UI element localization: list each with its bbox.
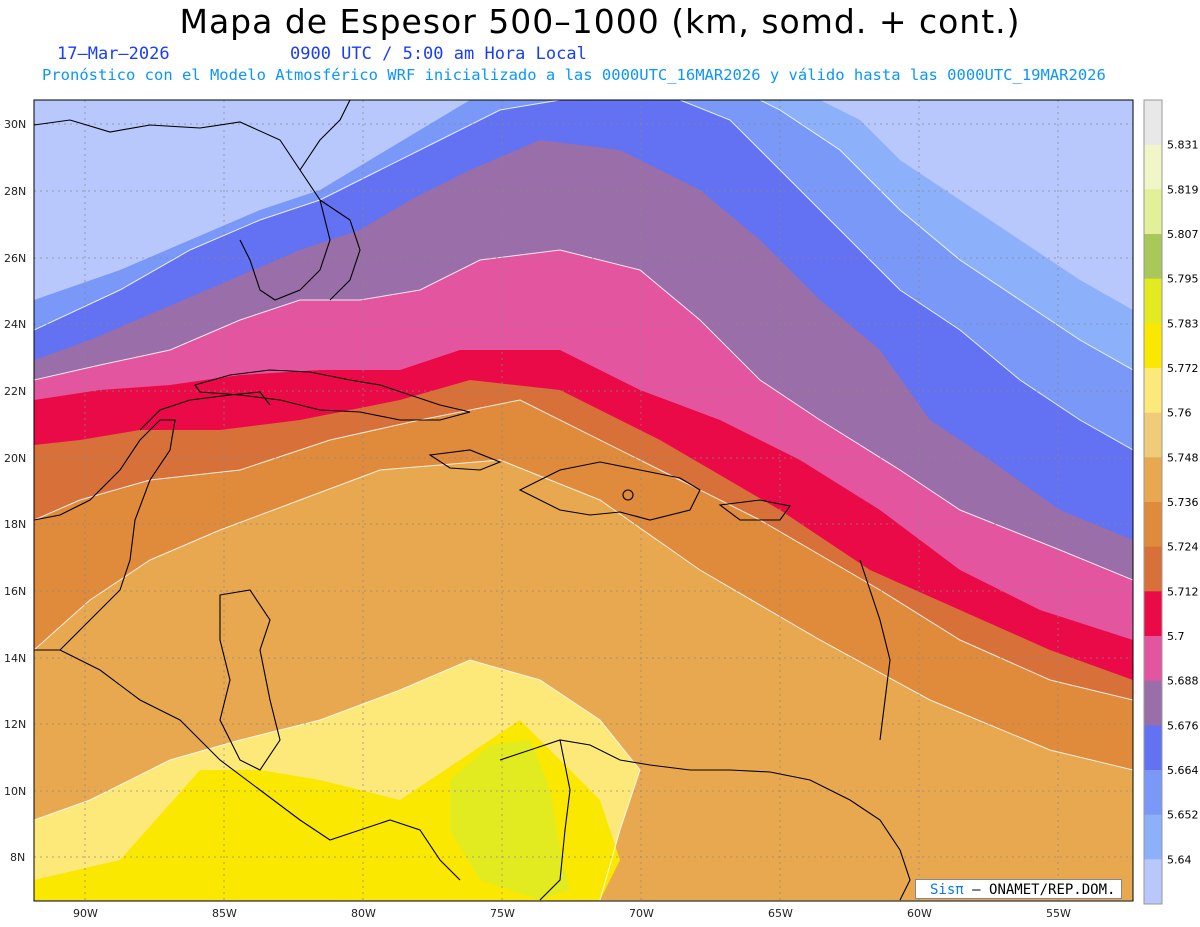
valid-date: 17–Mar–2026 [57, 44, 170, 64]
lon-label-55w: 55W [1046, 907, 1071, 920]
colorbar-swatch [1144, 636, 1162, 682]
colorbar-label: 5.688 [1167, 675, 1199, 688]
colorbar-swatch [1144, 770, 1162, 816]
lon-label-65w: 65W [768, 907, 793, 920]
colorbar-swatch [1144, 680, 1162, 726]
colorbar-swatch [1144, 457, 1162, 503]
lat-label-16n: 16N [4, 585, 26, 598]
lon-label-90w: 90W [73, 907, 98, 920]
colorbar-label: 5.795 [1167, 273, 1199, 286]
lat-label-14n: 14N [4, 652, 26, 665]
thickness-field [34, 100, 1133, 901]
colorbar-label: 5.664 [1167, 764, 1199, 777]
lat-label-30n: 30N [4, 118, 26, 131]
colorbar-swatch [1144, 546, 1162, 592]
colorbar-label: 5.807 [1167, 228, 1199, 241]
map-gridlines [34, 100, 1133, 900]
colorbar-swatch [1144, 323, 1162, 369]
colorbar: 5.831 5.819 5.807 5.795 5.783 5.772 5.76 5.748 5… [1143, 99, 1199, 905]
colorbar-swatch [1144, 189, 1162, 235]
lat-label-24n: 24N [4, 318, 26, 331]
colorbar-label: 5.748 [1167, 451, 1199, 464]
colorbar-label: 5.676 [1167, 719, 1199, 732]
colorbar-swatch [1144, 144, 1162, 190]
lat-label-22n: 22N [4, 385, 26, 398]
colorbar-swatch [1144, 859, 1162, 905]
colorbar-swatch [1144, 502, 1162, 548]
lat-label-18n: 18N [4, 518, 26, 531]
lat-label-28n: 28N [4, 185, 26, 198]
colorbar-label: 5.64 [1167, 853, 1192, 866]
lat-label-10n: 10N [4, 785, 26, 798]
coastlines [34, 100, 911, 901]
colorbar-label: 5.652 [1167, 809, 1199, 822]
colorbar-swatch [1144, 368, 1162, 414]
lon-label-70w: 70W [629, 907, 654, 920]
longitude-labels: 90W 85W 80W 75W 70W 65W 60W 55W [73, 907, 1071, 920]
colorbar-label: 5.736 [1167, 496, 1199, 509]
colorbar-swatch [1144, 234, 1162, 280]
colorbar-swatch [1144, 725, 1162, 771]
brand-logo: Sisπ [930, 882, 964, 898]
colorbar-label: 5.783 [1167, 317, 1199, 330]
colorbar-swatch [1144, 591, 1162, 637]
credit-box: Sisπ – ONAMET/REP.DOM. [915, 879, 1122, 899]
lat-label-20n: 20N [4, 452, 26, 465]
colorbar-label: 5.819 [1167, 183, 1199, 196]
colorbar-label: 5.76 [1167, 407, 1192, 420]
latitude-labels: 30N 28N 26N 24N 22N 20N 18N 16N 14N 12N … [4, 118, 26, 864]
lon-label-85w: 85W [212, 907, 237, 920]
map-title: Mapa de Espesor 500–1000 (km, somd. + co… [179, 2, 1021, 41]
colorbar-label: 5.712 [1167, 585, 1199, 598]
lon-label-60w: 60W [907, 907, 932, 920]
colorbar-swatch [1144, 278, 1162, 324]
lon-label-80w: 80W [351, 907, 376, 920]
lon-label-75w: 75W [490, 907, 515, 920]
colorbar-label: 5.831 [1167, 139, 1199, 152]
lat-label-26n: 26N [4, 252, 26, 265]
colorbar-swatch [1144, 814, 1162, 860]
lat-label-8n: 8N [10, 851, 25, 864]
colorbar-swatch [1144, 100, 1162, 146]
lat-label-12n: 12N [4, 718, 26, 731]
colorbar-label: 5.7 [1167, 630, 1185, 643]
valid-time: 0900 UTC / 5:00 am Hora Local [290, 44, 587, 64]
colorbar-swatch [1144, 412, 1162, 458]
colorbar-label: 5.772 [1167, 362, 1199, 375]
colorbar-label: 5.724 [1167, 541, 1199, 554]
forecast-info: Pronóstico con el Modelo Atmosférico WRF… [42, 66, 1106, 84]
credit-text: – ONAMET/REP.DOM. [972, 882, 1116, 898]
